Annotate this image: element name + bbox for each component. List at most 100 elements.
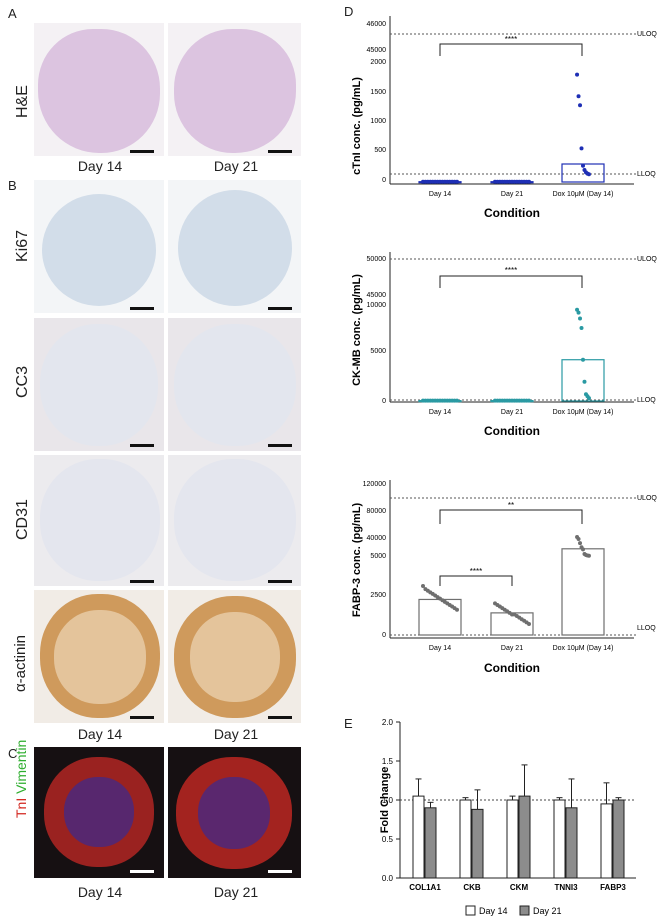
fabp3-xtick-0: Day 14 — [429, 645, 451, 652]
scale-bar — [130, 716, 154, 719]
fc-bar-ckm-day14 — [506, 799, 519, 879]
fabp3-ytick-40000: 40000 — [367, 535, 387, 542]
ckmb-chart: CK-MB conc. (pg/mL) 50000 45000 10000 50… — [351, 252, 657, 438]
fc-ytick-label: 1.0 — [382, 796, 394, 805]
ckmb-marks — [418, 307, 605, 403]
scale-bar — [268, 716, 292, 719]
ctni-ytick-1500: 1500 — [370, 89, 386, 96]
ctni-marks — [418, 72, 605, 184]
legend-label-day21: Day 21 — [533, 906, 562, 916]
fc-bar-ckb-day21 — [471, 808, 484, 879]
ckmb-lloq-label: LLOQ — [637, 397, 656, 404]
fluor-caption-day21: Day 21 — [213, 884, 259, 900]
ckmb-point — [586, 396, 591, 401]
ckmb-ytick-45000: 45000 — [367, 292, 387, 299]
scale-bar — [130, 870, 154, 873]
ctni-ytick-45000: 45000 — [367, 47, 387, 54]
fabp3-marks — [418, 534, 605, 636]
scale-bar — [130, 444, 154, 447]
fc-ytick-label: 0.0 — [382, 874, 394, 883]
ctni-xtick-2: Dox 10μM (Day 14) — [553, 191, 614, 198]
fluor-row-label: TnI Vimentin — [13, 740, 29, 818]
ckmb-point — [576, 310, 581, 315]
legend-swatch-day14 — [465, 905, 476, 916]
scale-bar — [268, 580, 292, 583]
ctni-point — [576, 94, 581, 99]
fabp3-point — [455, 607, 459, 612]
fc-xtick-ckb: CKB — [463, 883, 481, 892]
fabp3-ytick-80000: 80000 — [367, 508, 387, 515]
fabp3-sig-label-2: ** — [508, 501, 514, 510]
fluor-day21-image — [168, 747, 301, 878]
scale-bar — [268, 444, 292, 447]
fabp3-x-label: Condition — [484, 661, 540, 675]
fc-bar-fabp3-day21 — [612, 799, 625, 879]
fc-xtick-fabp3: FABP3 — [600, 883, 626, 892]
ckmb-point — [581, 357, 585, 362]
ckmb-y-label: CK-MB conc. (pg/mL) — [351, 274, 363, 386]
fabp3-ytick-120000: 120000 — [363, 481, 386, 488]
ckmb-x-label: Condition — [484, 424, 540, 438]
fabp3-point — [421, 584, 425, 589]
ctni-point — [527, 179, 531, 184]
fc-xtick-col1a1: COL1A1 — [409, 883, 441, 892]
fc-ytick-label: 2.0 — [382, 718, 394, 727]
fabp3-point — [578, 541, 583, 546]
ctni-ytick-2000: 2000 — [370, 59, 386, 66]
fc-y-label: Fold Change — [379, 767, 391, 834]
ctni-xtick-0: Day 14 — [429, 191, 451, 198]
ctni-point — [579, 146, 584, 151]
fluor-day14-image — [34, 747, 164, 878]
ctni-sig-bracket — [439, 43, 583, 56]
he-row-label: H&E — [14, 85, 31, 118]
fluor-caption-day14: Day 14 — [77, 884, 123, 900]
fabp3-sig-bracket-2 — [439, 509, 583, 524]
ckmb-ytick-10000: 10000 — [367, 302, 387, 309]
ki67-row-label: Ki67 — [14, 229, 31, 262]
fc-bar-tnni3-day14 — [553, 799, 566, 879]
scale-bar — [130, 580, 154, 583]
ckmb-sig-bracket — [439, 275, 583, 288]
fabp3-point — [576, 537, 581, 542]
scale-bar — [268, 307, 292, 310]
fc-xticks: COL1A1 CKB CKM TNNI3 FABP3 — [409, 883, 626, 892]
legend-swatch-day21 — [519, 905, 530, 916]
fc-yticks: 0.0 0.5 1.0 1.5 2.0 — [382, 718, 400, 883]
ckmb-xtick-1: Day 21 — [501, 409, 523, 416]
ckmb-bar-2 — [561, 359, 605, 402]
ctni-chart: cTnI conc. (pg/mL) 46000 45000 2000 1500… — [351, 16, 657, 220]
ckmb-xtick-2: Dox 10μM (Day 14) — [553, 409, 614, 416]
actinin-day21-image — [168, 590, 301, 723]
ckmb-xtick-0: Day 14 — [429, 409, 451, 416]
panel-a-letter: A — [8, 6, 17, 21]
actinin-day14-image — [34, 590, 164, 723]
fabp3-point — [527, 621, 531, 626]
fc-ytick-label: 1.5 — [382, 757, 394, 766]
ctni-lloq-label: LLOQ — [637, 171, 656, 178]
fc-bar-fabp3-day14 — [600, 803, 613, 879]
cc3-day14-image — [34, 318, 164, 451]
ctni-ytick-46000: 46000 — [367, 21, 387, 28]
cd31-day14-image — [34, 455, 164, 586]
tni-label: TnI — [13, 797, 29, 818]
ctni-y-label: cTnI conc. (pg/mL) — [351, 77, 363, 175]
ihc-caption-day14: Day 14 — [77, 726, 123, 742]
fc-xtick-ckm: CKM — [510, 883, 529, 892]
fabp3-sig-label-1: **** — [470, 567, 482, 576]
ctni-ytick-0: 0 — [382, 177, 386, 184]
fc-bar-ckm-day21 — [518, 795, 531, 879]
fabp3-ytick-2500: 2500 — [370, 592, 386, 599]
he-day14-image — [34, 23, 164, 156]
he-caption-day14: Day 14 — [77, 158, 123, 174]
fc-bar-tnni3-day21 — [565, 807, 578, 879]
ctni-ytick-500: 500 — [374, 147, 386, 154]
fabp3-chart: FABP-3 conc. (pg/mL) 120000 80000 40000 … — [351, 480, 657, 675]
scale-bar — [130, 307, 154, 310]
ctni-ytick-1000: 1000 — [370, 118, 386, 125]
fabp3-bar-0 — [418, 598, 462, 636]
cd31-row-label: CD31 — [14, 499, 31, 540]
cd31-day21-image — [168, 455, 301, 586]
ctni-point — [581, 163, 585, 168]
fabp3-ytick-5000: 5000 — [370, 553, 386, 560]
legend-label-day14: Day 14 — [479, 906, 508, 916]
